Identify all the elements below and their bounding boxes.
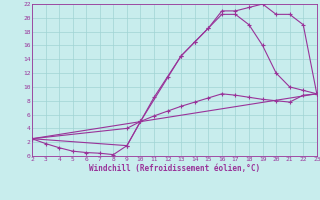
X-axis label: Windchill (Refroidissement éolien,°C): Windchill (Refroidissement éolien,°C) [89, 164, 260, 173]
